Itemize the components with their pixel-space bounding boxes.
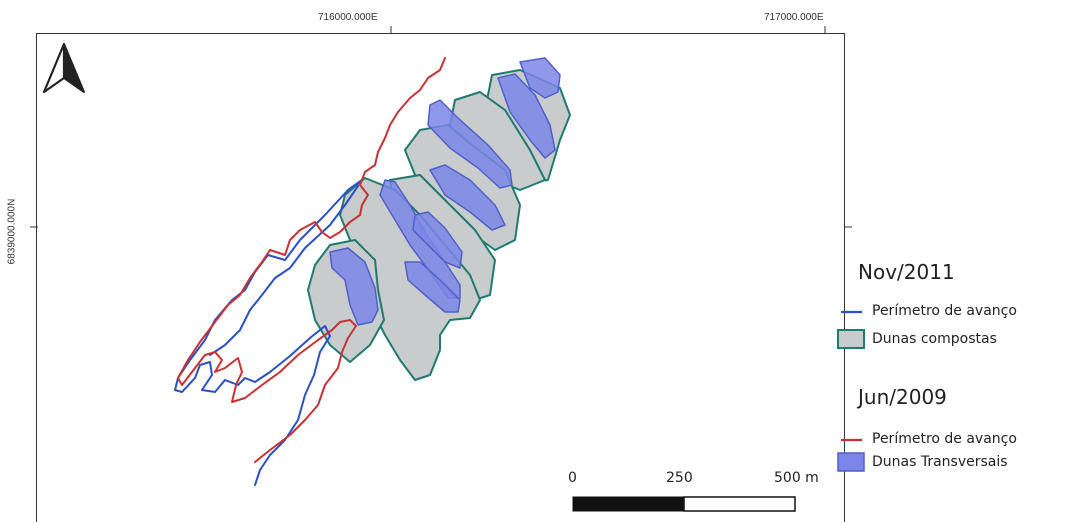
legend-symbol-composite xyxy=(837,329,865,349)
legend-title-jun2009: Jun/2009 xyxy=(858,385,947,409)
dune-transverse xyxy=(404,261,461,313)
legend-label-perimetro-jun2009: Perímetro de avanço xyxy=(872,431,1017,447)
scale-label-500m: 500 m xyxy=(774,470,819,486)
dune-transverse xyxy=(329,247,379,326)
legend-label-perimetro-nov2011: Perímetro de avanço xyxy=(872,303,1017,319)
dune-transverse xyxy=(427,99,513,189)
perimeter-line-red xyxy=(177,57,446,463)
legend-title-nov2011: Nov/2011 xyxy=(858,260,955,284)
legend-symbols xyxy=(837,310,865,472)
legend-label-dunas-compostas: Dunas compostas xyxy=(872,331,997,347)
scale-bar-segment-white xyxy=(683,496,796,512)
scale-bar xyxy=(572,496,796,512)
easting-label-717000: 717000.000E xyxy=(764,12,824,23)
legend-label-dunas-transversais: Dunas Transversais xyxy=(872,454,1008,470)
dune-transverse xyxy=(519,57,561,99)
dune-transverse xyxy=(379,179,461,299)
map-frame xyxy=(36,33,845,522)
dune-transverse xyxy=(412,211,463,269)
dune-transverse xyxy=(429,164,506,231)
perimetro-jun2009-layer xyxy=(177,57,446,463)
legend-symbol-transverse xyxy=(837,452,865,472)
easting-label-716000: 716000.000E xyxy=(318,12,378,23)
scale-label-250: 250 xyxy=(666,470,693,486)
dune-transverse xyxy=(497,73,556,159)
scale-bar-segment-black xyxy=(572,496,685,512)
scale-label-0: 0 xyxy=(568,470,577,486)
north-arrow-icon xyxy=(42,42,85,94)
perimeter-line-blue xyxy=(209,185,359,356)
dunas-transversais-layer xyxy=(329,57,561,326)
